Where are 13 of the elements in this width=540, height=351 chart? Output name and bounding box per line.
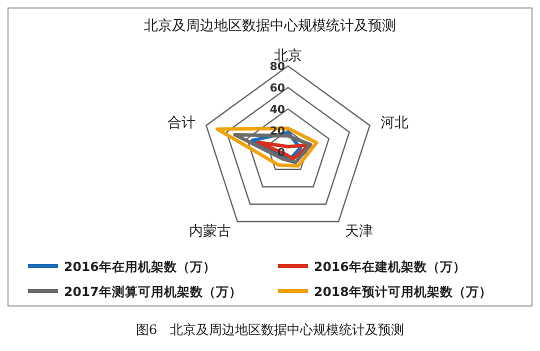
legend-label: 2018年预计可用机架数（万）: [314, 284, 492, 299]
y-tick-label: 40: [270, 103, 286, 116]
caption: 图6 北京及周边地区数据中心规模统计及预测: [136, 322, 404, 338]
legend-label: 2016年在建机架数（万）: [314, 259, 466, 274]
legend-label: 2016年在用机架数（万）: [64, 259, 216, 274]
y-tick-label: 80: [270, 60, 286, 73]
y-tick-label: 60: [270, 82, 286, 94]
spoke-label: 合计: [168, 114, 196, 131]
spoke-label: 内蒙古: [188, 224, 231, 240]
legend-label: 2017年测算可用机架数（万）: [64, 284, 242, 299]
spoke-label: 天津: [345, 224, 374, 240]
chart-title: 北京及周边地区数据中心规模统计及预测: [144, 18, 396, 34]
spoke-label: 河北: [380, 114, 408, 131]
